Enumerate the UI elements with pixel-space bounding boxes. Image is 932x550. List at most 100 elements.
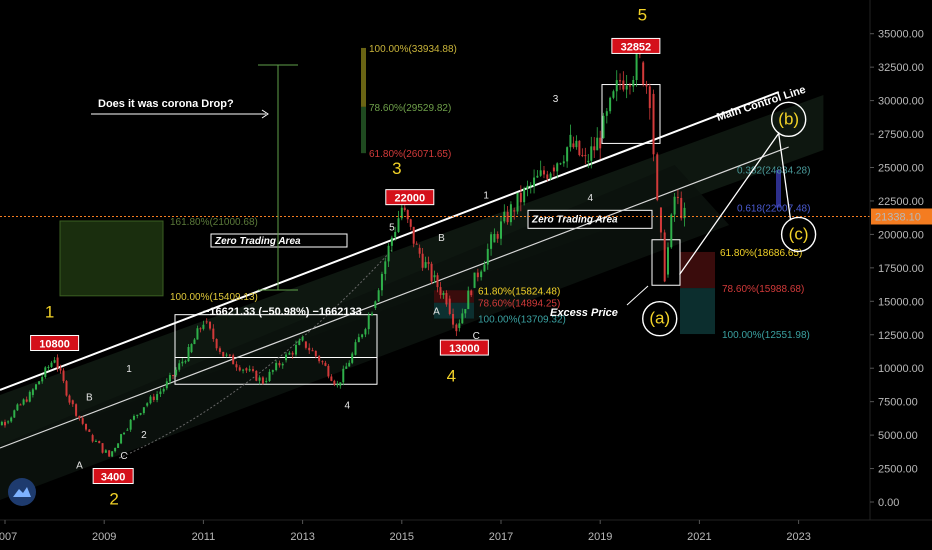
price-candle-body: [455, 324, 458, 332]
price-candle-body: [467, 290, 470, 310]
price-candle-body: [162, 388, 165, 392]
price-candle-body: [526, 185, 529, 189]
price-candle-body: [101, 443, 104, 453]
price-candle-body: [673, 196, 676, 215]
minor-wave-label: 4: [587, 193, 593, 204]
fib-level-label: 100.00%(15409.13): [170, 292, 258, 303]
price-candle-body: [225, 354, 228, 356]
fib-level-label: 78.60%(14894.25): [478, 299, 560, 310]
price-candle-body: [403, 207, 406, 211]
price-candle-body: [390, 237, 393, 246]
price-tag-label: 13000: [449, 343, 480, 355]
price-candle-body: [255, 370, 258, 381]
price-candle-body: [590, 146, 593, 161]
price-candle-body: [275, 362, 278, 371]
zero-area-label-2: Zero Trading Area: [531, 214, 618, 225]
price-candle-body: [120, 434, 123, 444]
price-tick-label: 35000.00: [878, 29, 924, 41]
price-candle-body: [81, 418, 84, 424]
price-candle-body: [136, 414, 139, 416]
fib-boxes: [59, 47, 781, 385]
price-candle-body: [16, 404, 19, 411]
projected-abc-path: [679, 131, 792, 275]
price-candle-body: [25, 399, 28, 402]
price-candle-body: [549, 173, 552, 179]
price-tag-bg: [385, 189, 435, 206]
price-candle-body: [364, 329, 367, 335]
price-candle-body: [205, 321, 208, 323]
price-candle-body: [85, 423, 88, 430]
price-candle-body: [663, 232, 666, 282]
price-candle-body: [367, 315, 370, 330]
price-tag-label: 32852: [621, 41, 652, 53]
price-candle-body: [421, 253, 424, 268]
price-candle-body: [301, 337, 304, 341]
minor-wave-label: C: [473, 331, 480, 342]
price-candle-body: [172, 375, 175, 377]
price-candle-body: [126, 429, 129, 431]
price-candle-body: [562, 161, 565, 164]
price-candle-body: [235, 364, 238, 368]
price-candle-body: [298, 340, 301, 345]
wave-a-box: [651, 239, 681, 286]
price-candle-body: [114, 447, 117, 452]
price-candle-body: [159, 391, 162, 395]
price-candle-body: [53, 360, 56, 363]
price-candle-body: [181, 361, 184, 364]
price-candle-body: [196, 328, 199, 340]
price-candle-body: [357, 337, 360, 343]
price-candle-body: [252, 369, 254, 371]
price-candle-body: [615, 80, 618, 92]
price-candle-body: [339, 382, 342, 386]
price-candle-body: [13, 410, 16, 418]
time-tick-label: 2007: [0, 531, 17, 543]
major-wave-label: 3: [392, 159, 401, 178]
price-candle-body: [199, 328, 202, 330]
minor-wave-label: 1: [483, 190, 489, 201]
price-candle-body: [542, 170, 545, 175]
price-tick-label: 27500.00: [878, 129, 924, 141]
time-tick-label: 2021: [687, 531, 711, 543]
price-candle-body: [242, 369, 245, 371]
zero-area-box-2: [527, 209, 653, 229]
fib-level-label: 0.382(24834.28): [737, 166, 810, 177]
zero-area-box-1: [174, 314, 378, 385]
price-candle-body: [605, 111, 608, 116]
price-candle-body: [187, 346, 190, 362]
price-tick-label: 2500.00: [878, 464, 918, 476]
corrective-wave-label: (a): [649, 309, 670, 328]
price-candle-body: [546, 174, 549, 179]
tradingview-logo-icon[interactable]: [8, 478, 36, 506]
price-candle-body: [680, 197, 683, 219]
price-axis[interactable]: 35000.00 32500.00 30000.00 27500.00 25000.00…: [870, 29, 924, 509]
price-candle-body: [336, 384, 339, 386]
price-candle-body: [265, 380, 268, 382]
price-candle-body: [683, 207, 686, 219]
price-candle-body: [321, 361, 324, 363]
minor-wave-label: 4: [344, 400, 350, 411]
price-candle-body: [149, 396, 152, 404]
price-candle-body: [670, 214, 673, 248]
price-tag-bg: [439, 339, 489, 356]
price-tick-label: 12500.00: [878, 330, 924, 342]
price-candle-body: [430, 263, 433, 282]
price-candle-body: [190, 344, 193, 353]
price-series: [0, 45, 686, 458]
time-tick-label: 2019: [588, 531, 612, 543]
price-candle-body: [584, 155, 587, 157]
price-candle-body: [22, 399, 25, 405]
price-candle-body: [71, 400, 74, 405]
price-candle-body: [0, 421, 3, 426]
price-candle-body: [142, 407, 145, 414]
price-candle-body: [342, 368, 345, 383]
time-axis[interactable]: 2007 2009 2011 2013 2015 2017 2019 2021 2023: [0, 520, 811, 543]
price-candle-body: [652, 93, 655, 155]
price-tag-bg: [92, 468, 134, 485]
time-tick-label: 2011: [192, 531, 216, 543]
price-candle-body: [111, 451, 114, 457]
price-candle-body: [261, 377, 264, 384]
price-candle-body: [88, 429, 91, 432]
current-price-label: 21338.10: [875, 211, 921, 223]
price-candle-body: [656, 154, 659, 200]
